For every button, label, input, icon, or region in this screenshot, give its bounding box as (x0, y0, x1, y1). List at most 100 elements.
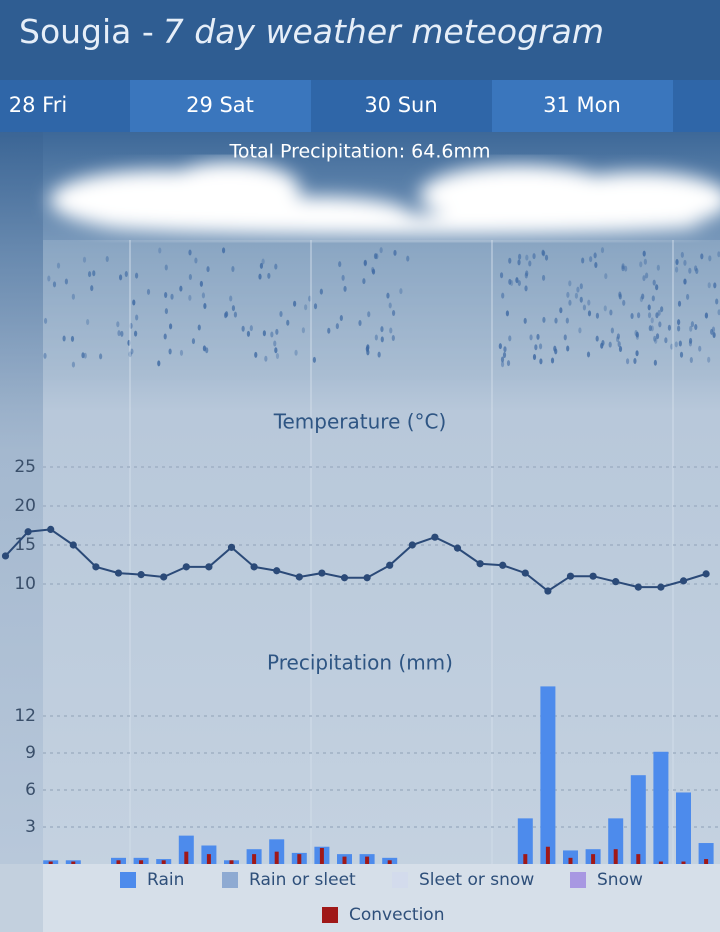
raindrop (648, 325, 652, 332)
raindrop (525, 254, 529, 261)
precip-bar (184, 851, 189, 864)
precip-bar (48, 861, 53, 864)
raindrop (713, 282, 717, 289)
legend-swatch (392, 872, 408, 888)
precip-bar (591, 854, 596, 864)
header (0, 0, 720, 80)
raindrop (362, 278, 366, 285)
raindrop (653, 359, 657, 366)
raindrop (82, 256, 87, 263)
raindrop (294, 349, 298, 356)
y-tick-label: 25 (14, 457, 36, 477)
raindrop (688, 267, 692, 274)
raindrop (624, 265, 628, 272)
day-cell (492, 80, 673, 132)
raindrop (286, 319, 290, 326)
precip-bar (523, 854, 528, 864)
raindrop (275, 353, 280, 360)
temperature-point (521, 569, 529, 577)
raindrop (683, 259, 687, 266)
raindrop (62, 335, 66, 342)
legend-swatch (322, 907, 338, 923)
total-precipitation: Total Precipitation: 64.6mm (229, 141, 491, 163)
subtitle: 7 day weather meteogram (163, 12, 604, 51)
raindrop (652, 279, 656, 286)
raindrop (618, 293, 622, 300)
raindrop (64, 278, 68, 285)
raindrop (241, 325, 245, 332)
raindrop (120, 330, 124, 337)
temperature-point (318, 569, 326, 577)
raindrop (116, 321, 120, 328)
raindrop (71, 361, 76, 368)
raindrop (501, 292, 505, 299)
temperature-point (544, 587, 552, 595)
legend-label: Rain or sleet (249, 870, 356, 890)
raindrop (132, 299, 136, 306)
raindrop (524, 272, 528, 279)
temperature-point (679, 577, 688, 585)
raindrop (630, 312, 634, 319)
temperature-point (273, 567, 281, 575)
raindrop (233, 311, 238, 318)
raindrop (273, 340, 277, 347)
raindrop (586, 351, 591, 358)
precip-bar (297, 854, 302, 864)
legend-label: Sleet or snow (419, 870, 534, 890)
raindrop (118, 274, 123, 281)
raindrop (367, 311, 371, 318)
raindrop (581, 257, 585, 264)
title: Sougia -7 day weather meteogram (19, 12, 604, 51)
precip-bar (269, 839, 285, 864)
y-tick-label: 6 (25, 780, 36, 800)
day-cell (311, 80, 492, 132)
raindrop (710, 328, 714, 335)
raindrop (379, 247, 383, 254)
raindrop (650, 317, 654, 324)
raindrop (641, 293, 645, 300)
legend-band (43, 864, 720, 932)
raindrop (642, 250, 646, 257)
raindrop (635, 331, 639, 338)
raindrop (686, 293, 690, 300)
raindrop (502, 351, 507, 358)
raindrop (563, 334, 567, 341)
raindrop (70, 335, 75, 342)
raindrop (574, 292, 579, 299)
precip-bar (658, 861, 663, 864)
precip-bar (517, 818, 533, 864)
raindrop (625, 358, 630, 365)
raindrop (677, 319, 681, 326)
raindrop (179, 349, 184, 356)
raindrop (312, 356, 317, 363)
raindrop (622, 299, 626, 306)
raindrop (554, 348, 558, 355)
rain-band (43, 240, 720, 380)
raindrop (371, 268, 376, 275)
precip-bar (229, 860, 234, 864)
precip-bar (116, 860, 121, 864)
legend-band (0, 864, 43, 932)
raindrop (258, 273, 262, 280)
raindrop (664, 337, 668, 344)
raindrop (621, 265, 625, 272)
raindrop (568, 280, 572, 287)
day-dividers (129, 240, 674, 864)
precip-bar (698, 843, 714, 864)
raindrop (47, 275, 51, 282)
legend-swatch (570, 872, 586, 888)
raindrop (579, 283, 583, 290)
raindrop (595, 335, 599, 342)
raindrop (595, 312, 600, 319)
day-cell (673, 80, 720, 132)
raindrop (201, 292, 206, 299)
precip-bar (319, 847, 324, 864)
raindrop (52, 281, 57, 288)
y-tick-label: 9 (25, 743, 36, 763)
raindrop (92, 270, 96, 277)
raindrop (559, 307, 563, 314)
temperature-point (499, 561, 507, 569)
raindrop (168, 348, 172, 355)
raindrop (677, 325, 681, 332)
